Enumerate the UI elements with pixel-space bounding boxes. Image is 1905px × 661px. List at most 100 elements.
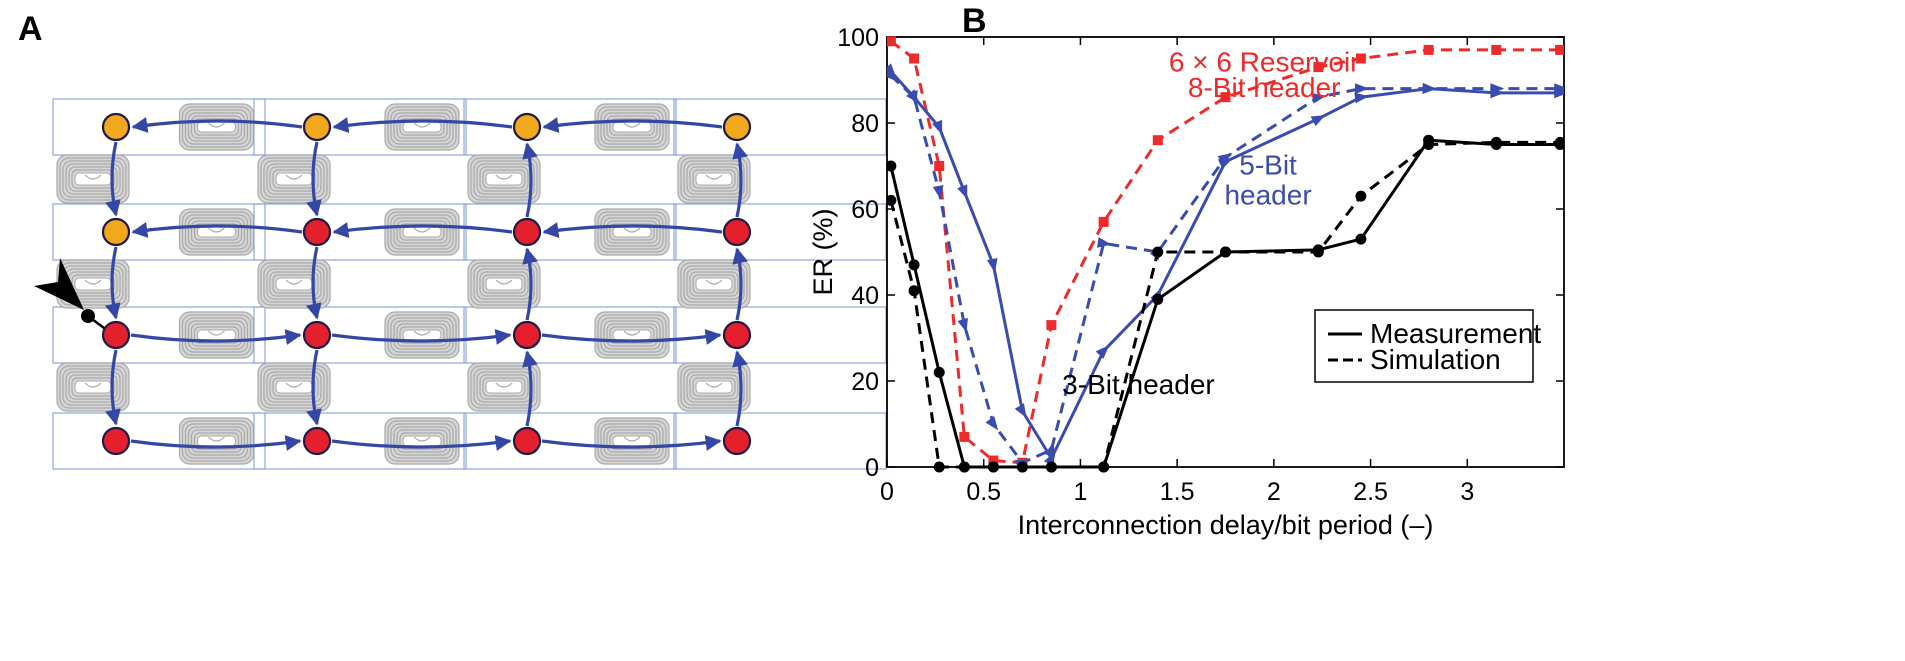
data-point	[887, 194, 897, 206]
data-point	[1220, 92, 1231, 103]
signal-arrow	[130, 329, 302, 345]
data-point	[887, 63, 897, 78]
photonic-reservoir-network-icon	[34, 98, 887, 470]
wire-trace	[52, 98, 266, 156]
reservoir-nodes	[101, 112, 752, 456]
data-point	[1354, 92, 1369, 104]
spiral-delay-icon	[467, 362, 541, 412]
spiral-delay-icon	[384, 208, 460, 256]
series-line	[889, 40, 1561, 465]
spiral-delay-icon	[677, 259, 751, 309]
data-point	[1220, 246, 1231, 258]
data-point	[1152, 246, 1164, 258]
wire-trace	[673, 306, 887, 364]
legend-box	[1314, 309, 1534, 383]
data-point	[1355, 190, 1367, 202]
x-tick-label: 0	[880, 478, 894, 506]
spiral-delay-icon	[384, 417, 460, 465]
wire-trace	[52, 203, 266, 261]
spiral-delay-icon	[56, 362, 130, 412]
data-point	[988, 455, 999, 466]
data-point	[887, 36, 896, 47]
data-point	[1095, 345, 1110, 359]
chart-annotation: 6 × 6 Reservoir	[1169, 46, 1360, 77]
reservoir-node	[101, 320, 131, 350]
data-point	[907, 90, 918, 105]
wire-trace	[673, 412, 887, 470]
series-line	[889, 74, 1561, 465]
panel-label-a: A	[18, 10, 43, 48]
plot-frame	[886, 36, 1565, 468]
wire-trace	[463, 306, 677, 364]
data-point	[1490, 83, 1505, 95]
data-point	[1491, 44, 1502, 55]
data-point	[1044, 442, 1056, 457]
data-point	[1355, 233, 1367, 245]
y-tick-label: 0	[865, 454, 879, 482]
signal-arrow	[332, 117, 513, 134]
data-point	[1490, 136, 1502, 148]
data-point	[987, 461, 999, 473]
x-axis-title: Interconnection delay/bit period (–)	[1018, 510, 1434, 540]
spiral-delay-icon	[384, 311, 460, 359]
input-arrow-icon	[34, 258, 105, 329]
x-tick-label: 0.5	[966, 478, 1001, 506]
signal-arrow	[541, 434, 722, 451]
x-tick-label: 2	[1267, 478, 1281, 506]
wire-trace	[463, 203, 677, 261]
spiral-delay-icon	[178, 103, 255, 151]
reservoir-node	[512, 426, 542, 456]
signal-arrow	[332, 222, 513, 239]
spiral-delays	[56, 103, 751, 465]
data-point	[887, 160, 897, 172]
data-point	[986, 258, 998, 273]
data-point	[933, 461, 945, 473]
data-point	[1422, 83, 1437, 95]
signal-arrow	[105, 349, 121, 426]
x-tick-label: 1	[1073, 478, 1087, 506]
series-blue-dashed	[887, 67, 1564, 471]
spiral-delay-icon	[384, 103, 460, 151]
data-point	[934, 161, 945, 171]
reservoir-node	[101, 426, 131, 456]
data-point	[1152, 135, 1163, 146]
y-tick-label: 100	[837, 24, 879, 52]
reservoir-node	[512, 217, 542, 247]
reservoir-node	[512, 112, 542, 142]
panel-label-b: B	[962, 2, 987, 40]
spiral-delay-icon	[257, 362, 331, 412]
er-line-chart: 0 0.5 1 1.5 2 2.5 3 0 20 40 60 80 100 Interconnection…	[808, 24, 1565, 540]
spiral-delay-icon	[594, 311, 670, 359]
data-point	[1355, 53, 1366, 64]
spiral-delay-icon	[467, 259, 541, 309]
data-point	[1098, 216, 1109, 227]
x-tick-label: 2.5	[1353, 478, 1388, 506]
chart-annotation: 8-Bit header	[1188, 72, 1341, 103]
spiral-delay-icon	[594, 417, 670, 465]
data-point	[1423, 139, 1435, 150]
spiral-delay-icon	[594, 208, 670, 256]
data-point	[887, 67, 897, 82]
data-point	[908, 285, 920, 297]
data-point	[957, 317, 968, 333]
y-tick-label: 40	[851, 282, 879, 310]
data-point	[1096, 237, 1112, 248]
data-point	[1355, 83, 1369, 95]
signal-arrow	[331, 328, 512, 345]
signal-arrow	[306, 349, 322, 426]
y-tick-label: 60	[851, 196, 879, 224]
chart-annotation: 5-Bit	[1239, 150, 1297, 181]
y-axis-title: ER (%)	[808, 209, 838, 296]
chart-annotation: 3-Bit header	[1062, 369, 1215, 400]
wire-trace	[673, 203, 887, 261]
data-point	[908, 259, 920, 271]
signal-arrow	[130, 435, 302, 451]
data-point	[1152, 293, 1164, 305]
data-point	[1554, 83, 1564, 95]
wire-trace	[52, 412, 266, 470]
y-tick-label: 80	[851, 110, 879, 138]
reservoir-node	[722, 217, 752, 247]
spiral-delay-icon	[178, 208, 255, 256]
